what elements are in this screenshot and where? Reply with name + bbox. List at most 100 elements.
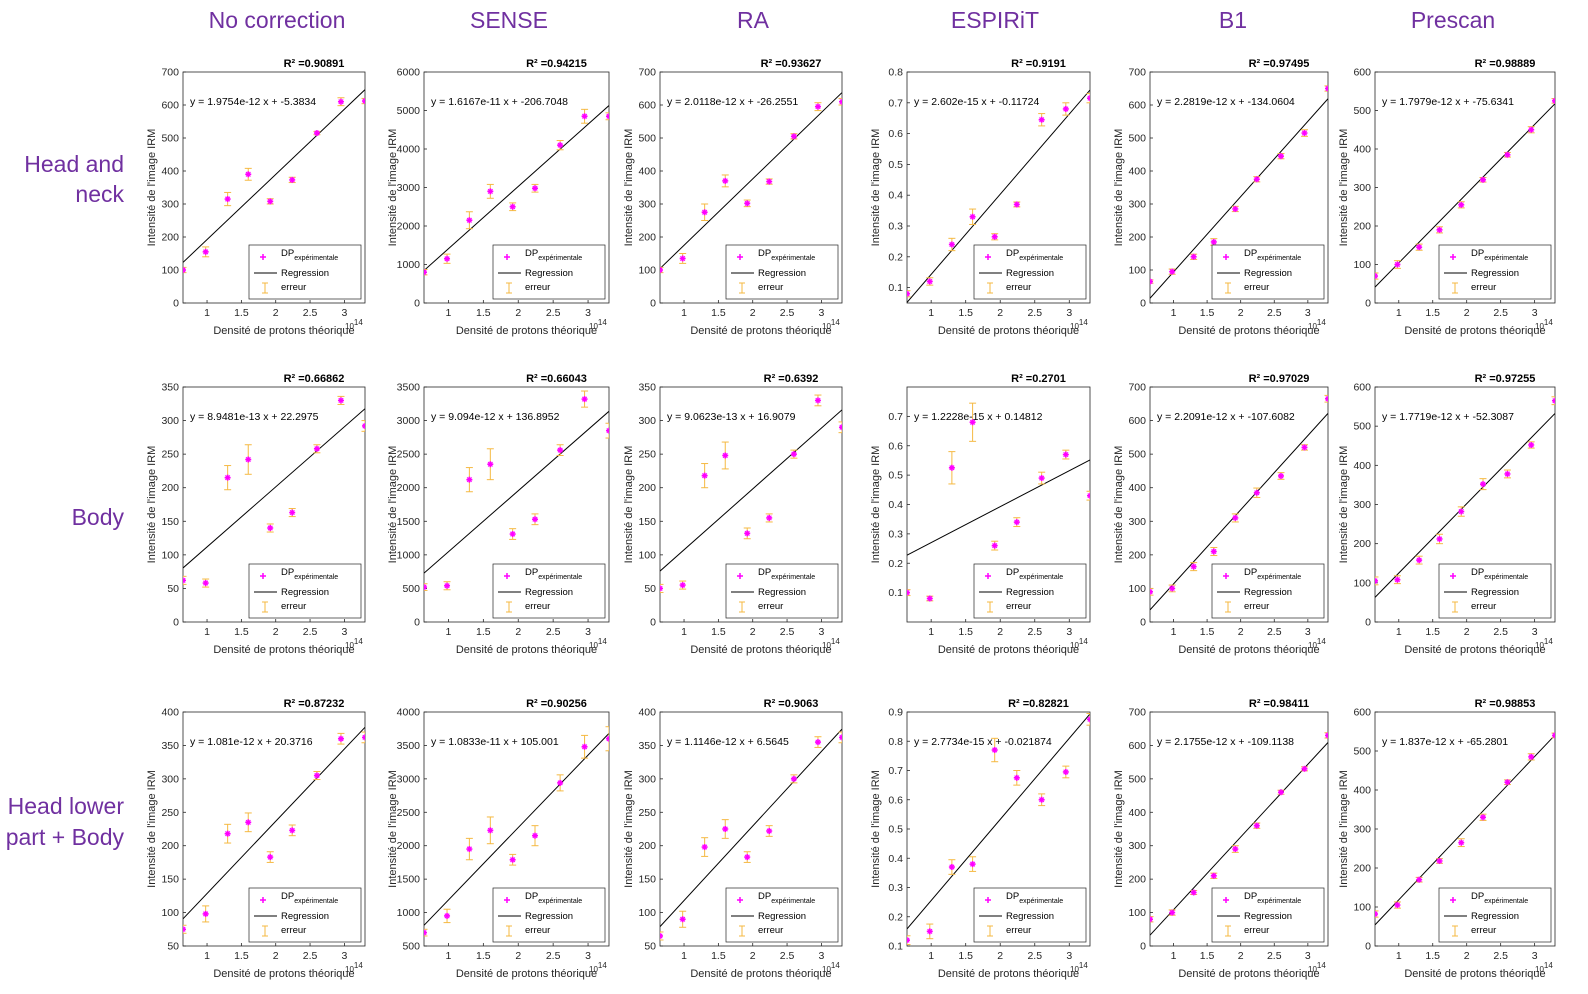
x-tick-label: 2.5 — [303, 307, 318, 319]
legend-label-error: erreur — [1006, 601, 1031, 612]
legend-label-regression: Regression — [1006, 587, 1054, 598]
legend-errorbar-swatch — [739, 925, 745, 937]
x-exponent-label: 1014 — [1308, 961, 1326, 974]
x-tick-label: 1.5 — [476, 950, 491, 962]
y-tick-label: 400 — [161, 707, 179, 719]
data-point — [1504, 470, 1511, 477]
regression-equation: y = 1.2228e-15 x + 0.14812 — [914, 411, 1043, 423]
x-axis-label: Densité de protons théorique — [1404, 644, 1545, 656]
legend-label-data: DPexpérimentale — [1471, 891, 1528, 905]
y-tick-label: 4000 — [397, 707, 421, 719]
legend-errorbar-swatch — [1225, 925, 1231, 937]
y-tick-label: 200 — [1128, 549, 1146, 561]
data-point — [1232, 205, 1239, 212]
x-tick-label: 3 — [1066, 626, 1072, 638]
legend-label-data: DPexpérimentale — [525, 248, 582, 262]
data-point — [509, 203, 516, 210]
y-tick-label: 50 — [167, 941, 179, 953]
y-tick-label: 200 — [638, 232, 656, 244]
y-tick-label: 600 — [1353, 382, 1371, 394]
legend-label-error: erreur — [1006, 282, 1031, 293]
legend-label-error: erreur — [1471, 925, 1496, 936]
y-tick-label: 0.8 — [888, 67, 903, 79]
y-tick-label: 400 — [638, 707, 656, 719]
panel-2-6: 0 100 200 300 400 500 600 1 1.5 2 2.5 31014Densité … — [1338, 373, 1556, 656]
y-tick-label: 0.4 — [888, 190, 903, 202]
data-point — [557, 779, 564, 786]
legend-label-regression: Regression — [281, 587, 329, 598]
y-tick-label: 350 — [161, 382, 179, 394]
y-tick-label: 0 — [650, 298, 656, 310]
x-exponent-label: 1014 — [1535, 318, 1553, 331]
x-axis-label: Densité de protons théorique — [1178, 968, 1319, 980]
y-tick-label: 1000 — [397, 549, 421, 561]
x-tick-label: 2 — [997, 626, 1003, 638]
x-tick-label: 2.5 — [1493, 950, 1508, 962]
y-tick-label: 100 — [1353, 577, 1371, 589]
panel-1-2: 0 1000 2000 3000 4000 5000 6000 1 1.5 2 2.5 31014De… — [387, 58, 610, 337]
y-tick-label: 300 — [1128, 840, 1146, 852]
x-tick-label: 2.5 — [1027, 626, 1042, 638]
y-tick-label: 0 — [1365, 617, 1371, 629]
legend: DPexpérimentale Regression erreur — [492, 244, 606, 300]
regression-equation: y = 2.7734e-15 x + -0.021874 — [914, 736, 1052, 748]
y-tick-label: 600 — [1128, 740, 1146, 752]
data-layer — [907, 712, 1090, 946]
error-bar — [1086, 93, 1090, 104]
regression-equation: y = 2.1755e-12 x + -109.1138 — [1157, 736, 1294, 748]
data-point — [766, 828, 773, 835]
error-bar — [1551, 732, 1555, 739]
legend-label-error: erreur — [1471, 282, 1496, 293]
data-point — [790, 133, 797, 140]
y-tick-label: 3000 — [397, 773, 421, 785]
data-point — [1394, 261, 1401, 268]
y-tick-label: 500 — [402, 583, 420, 595]
regression-line — [660, 728, 842, 927]
y-tick-label: 1500 — [397, 874, 421, 886]
y-tick-label: 0 — [650, 617, 656, 629]
legend-errorbar-swatch — [987, 601, 993, 613]
panel-1-6: 0 100 200 300 400 500 600 1 1.5 2 2.5 31014Densité … — [1338, 58, 1556, 337]
x-tick-label: 2.5 — [303, 950, 318, 962]
y-tick-label: 700 — [638, 67, 656, 79]
data-point — [557, 142, 564, 149]
data-point — [606, 427, 609, 434]
data-point — [224, 474, 231, 481]
column-header-5: B1 — [1219, 7, 1247, 33]
y-tick-label: 150 — [638, 516, 656, 528]
data-point — [581, 396, 588, 403]
x-tick-label: 2.5 — [780, 307, 795, 319]
data-layer — [660, 728, 842, 941]
data-layer — [424, 390, 609, 591]
x-tick-label: 3 — [1532, 626, 1538, 638]
error-bar — [183, 924, 187, 934]
data-point — [1325, 395, 1328, 402]
data-point — [532, 832, 538, 839]
data-point — [245, 456, 252, 463]
y-tick-label: 100 — [161, 549, 179, 561]
x-axis-label: Densité de protons théorique — [456, 968, 597, 980]
data-point — [948, 864, 955, 871]
legend-marker — [1450, 254, 1456, 260]
y-tick-label: 250 — [638, 807, 656, 819]
r-squared-label: R² =0.9191 — [1011, 58, 1066, 70]
data-point — [1169, 909, 1176, 916]
legend-label-data: DPexpérimentale — [1006, 891, 1063, 905]
data-point — [1150, 278, 1153, 285]
y-tick-label: 500 — [161, 133, 179, 145]
y-tick-label: 100 — [1128, 907, 1146, 919]
x-axis-label: Densité de protons théorique — [213, 968, 354, 980]
data-point — [267, 198, 274, 205]
legend-marker — [1223, 573, 1229, 579]
y-tick-label: 300 — [638, 415, 656, 427]
x-tick-label: 1 — [1171, 950, 1177, 962]
data-point — [245, 819, 252, 826]
x-tick-label: 3 — [1305, 950, 1311, 962]
x-tick-label: 3 — [1532, 307, 1538, 319]
y-tick-label: 400 — [1353, 144, 1371, 156]
y-tick-label: 100 — [638, 265, 656, 277]
legend-label-regression: Regression — [525, 268, 573, 279]
data-point — [1087, 95, 1090, 102]
data-point — [1416, 876, 1423, 883]
